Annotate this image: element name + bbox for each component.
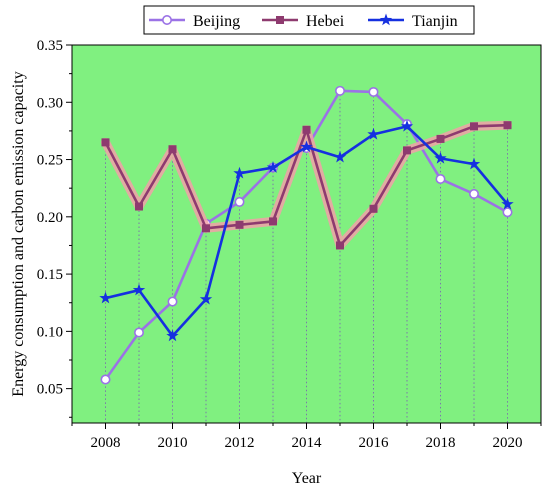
data-point [235, 220, 244, 229]
x-tick-label: 2014 [292, 435, 323, 451]
legend-marker [162, 15, 173, 25]
y-tick-label: 0.20 [37, 210, 63, 226]
data-point [434, 151, 447, 164]
x-tick-label: 2012 [225, 435, 255, 451]
y-tick-label: 0.35 [37, 38, 63, 54]
x-tick-label: 2020 [493, 435, 523, 451]
legend-item-beijing: Beijing [149, 13, 240, 30]
series-tianjin [99, 119, 514, 342]
data-point [202, 224, 210, 233]
legend-box [143, 5, 475, 35]
data-point [99, 291, 112, 304]
legend-item-tianjin: Tianjin [368, 13, 458, 30]
data-point [101, 138, 110, 147]
data-point [369, 204, 378, 213]
data-point [100, 374, 111, 385]
data-point [333, 150, 347, 163]
y-tick-label: 0.15 [37, 267, 63, 283]
legend-label: Hebei [306, 13, 345, 30]
data-point [400, 119, 414, 132]
legend-item-hebei: Hebei [262, 13, 345, 30]
data-point [269, 217, 277, 226]
data-point [368, 86, 379, 97]
x-tick-label: 2010 [158, 435, 188, 451]
data-point [367, 127, 380, 140]
legend: Beijing Hebei Tianjin [143, 5, 475, 35]
legend-marker [379, 13, 393, 26]
data-point [503, 121, 512, 130]
series-layer [99, 85, 514, 385]
data-point [436, 134, 445, 143]
y-tick-label: 0.30 [37, 95, 63, 111]
data-point [234, 196, 245, 207]
data-point [167, 296, 178, 307]
data-point [135, 202, 143, 211]
y-tick-label: 0.05 [37, 382, 63, 398]
x-tick-label: 2008 [91, 435, 121, 451]
y-tick-label: 0.25 [37, 153, 63, 169]
data-point [302, 125, 311, 134]
y-tick-label: 0.10 [37, 324, 63, 340]
data-point [468, 188, 479, 199]
data-point [134, 327, 145, 338]
x-axis-title: Year [292, 470, 322, 487]
legend-marker [276, 16, 284, 24]
legend-label: Tianjin [412, 13, 458, 30]
data-point [435, 174, 446, 185]
data-point [334, 85, 345, 96]
data-point [502, 207, 513, 218]
data-point [266, 161, 280, 173]
data-point [166, 329, 179, 342]
data-point [199, 292, 213, 305]
data-point [300, 140, 313, 153]
data-point [233, 166, 246, 179]
legend-label: Beijing [193, 13, 240, 30]
data-point [403, 146, 411, 155]
data-point [168, 145, 177, 154]
data-point [132, 283, 146, 296]
data-point [501, 197, 514, 210]
data-point [467, 157, 481, 170]
series-hebei [101, 120, 512, 250]
data-point [336, 241, 344, 250]
y-axis-title: Energy consumption and carbon emission c… [10, 71, 27, 396]
x-tick-label: 2016 [359, 435, 390, 451]
x-axis: 2008 2010 2012 2014 2016 2018 2020 [71, 423, 542, 451]
y-axis: 0.05 0.10 0.15 0.20 0.25 0.30 0.35 [37, 38, 72, 418]
vertical-drop-lines [105, 90, 508, 423]
data-point [470, 122, 478, 131]
x-tick-label: 2018 [426, 435, 456, 451]
